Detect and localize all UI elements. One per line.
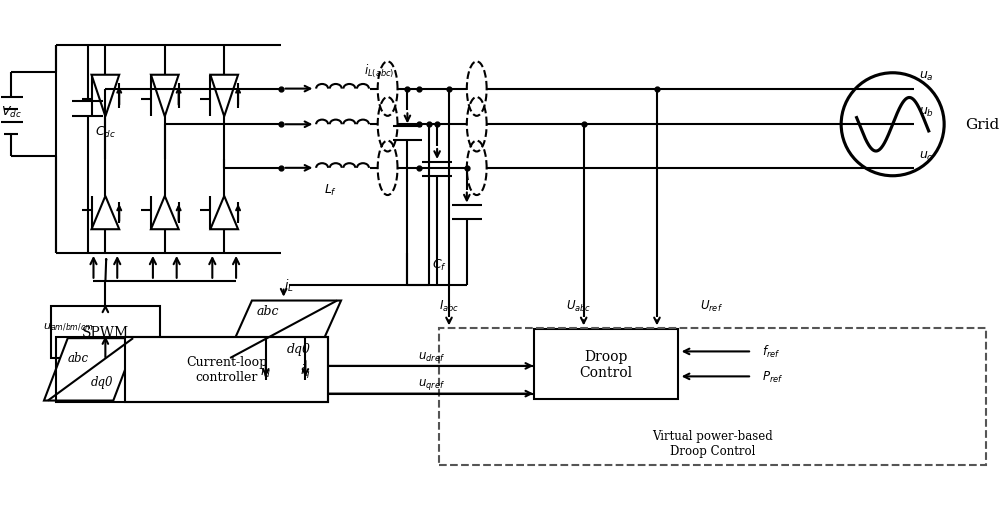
Text: dq0: dq0 — [91, 375, 114, 388]
Bar — [51, 307, 160, 358]
Text: $I_{abc}$: $I_{abc}$ — [439, 298, 459, 314]
Text: $i_L$: $i_L$ — [284, 277, 293, 293]
Text: $U_{abc}$: $U_{abc}$ — [566, 298, 591, 314]
Polygon shape — [44, 338, 137, 401]
Polygon shape — [210, 196, 238, 230]
Text: dq0: dq0 — [286, 342, 310, 355]
Text: $U_{ref}$: $U_{ref}$ — [700, 298, 723, 314]
Text: $u_{qref}$: $u_{qref}$ — [418, 376, 445, 391]
Text: Grid: Grid — [965, 118, 999, 132]
Text: $P_{ref}$: $P_{ref}$ — [762, 369, 783, 384]
Text: Virtual power-based
Droop Control: Virtual power-based Droop Control — [652, 429, 773, 457]
Text: $L_f$: $L_f$ — [324, 183, 337, 198]
Bar — [125, 337, 328, 402]
Polygon shape — [151, 196, 179, 230]
Text: $u_b$: $u_b$ — [919, 106, 934, 119]
Polygon shape — [92, 196, 119, 230]
Text: $C_f$: $C_f$ — [432, 258, 447, 273]
Polygon shape — [210, 76, 238, 117]
Text: $u_{dref}$: $u_{dref}$ — [418, 350, 445, 363]
Text: $f_{ref}$: $f_{ref}$ — [762, 344, 780, 360]
Text: abc: abc — [68, 351, 89, 364]
Polygon shape — [226, 301, 341, 358]
Text: Droop
Control: Droop Control — [579, 349, 633, 379]
Text: $i_q$: $i_q$ — [300, 362, 311, 380]
Text: $V_{dc}$: $V_{dc}$ — [1, 105, 22, 120]
Polygon shape — [92, 76, 119, 117]
Text: Current-loop
controller: Current-loop controller — [186, 356, 267, 384]
Text: $i_{L(abc)}$: $i_{L(abc)}$ — [364, 63, 395, 80]
Text: abc: abc — [257, 305, 279, 317]
Text: $C_{dc}$: $C_{dc}$ — [95, 124, 116, 139]
Text: $u_c$: $u_c$ — [919, 149, 934, 162]
Bar — [56, 337, 328, 402]
Text: $i_d$: $i_d$ — [260, 363, 271, 379]
Bar — [439, 329, 986, 465]
Polygon shape — [151, 76, 179, 117]
Text: $u_a$: $u_a$ — [919, 70, 934, 83]
Text: $u_{am/bm/cm}$: $u_{am/bm/cm}$ — [43, 322, 93, 334]
Text: SPWM: SPWM — [82, 326, 129, 339]
Bar — [534, 330, 678, 399]
